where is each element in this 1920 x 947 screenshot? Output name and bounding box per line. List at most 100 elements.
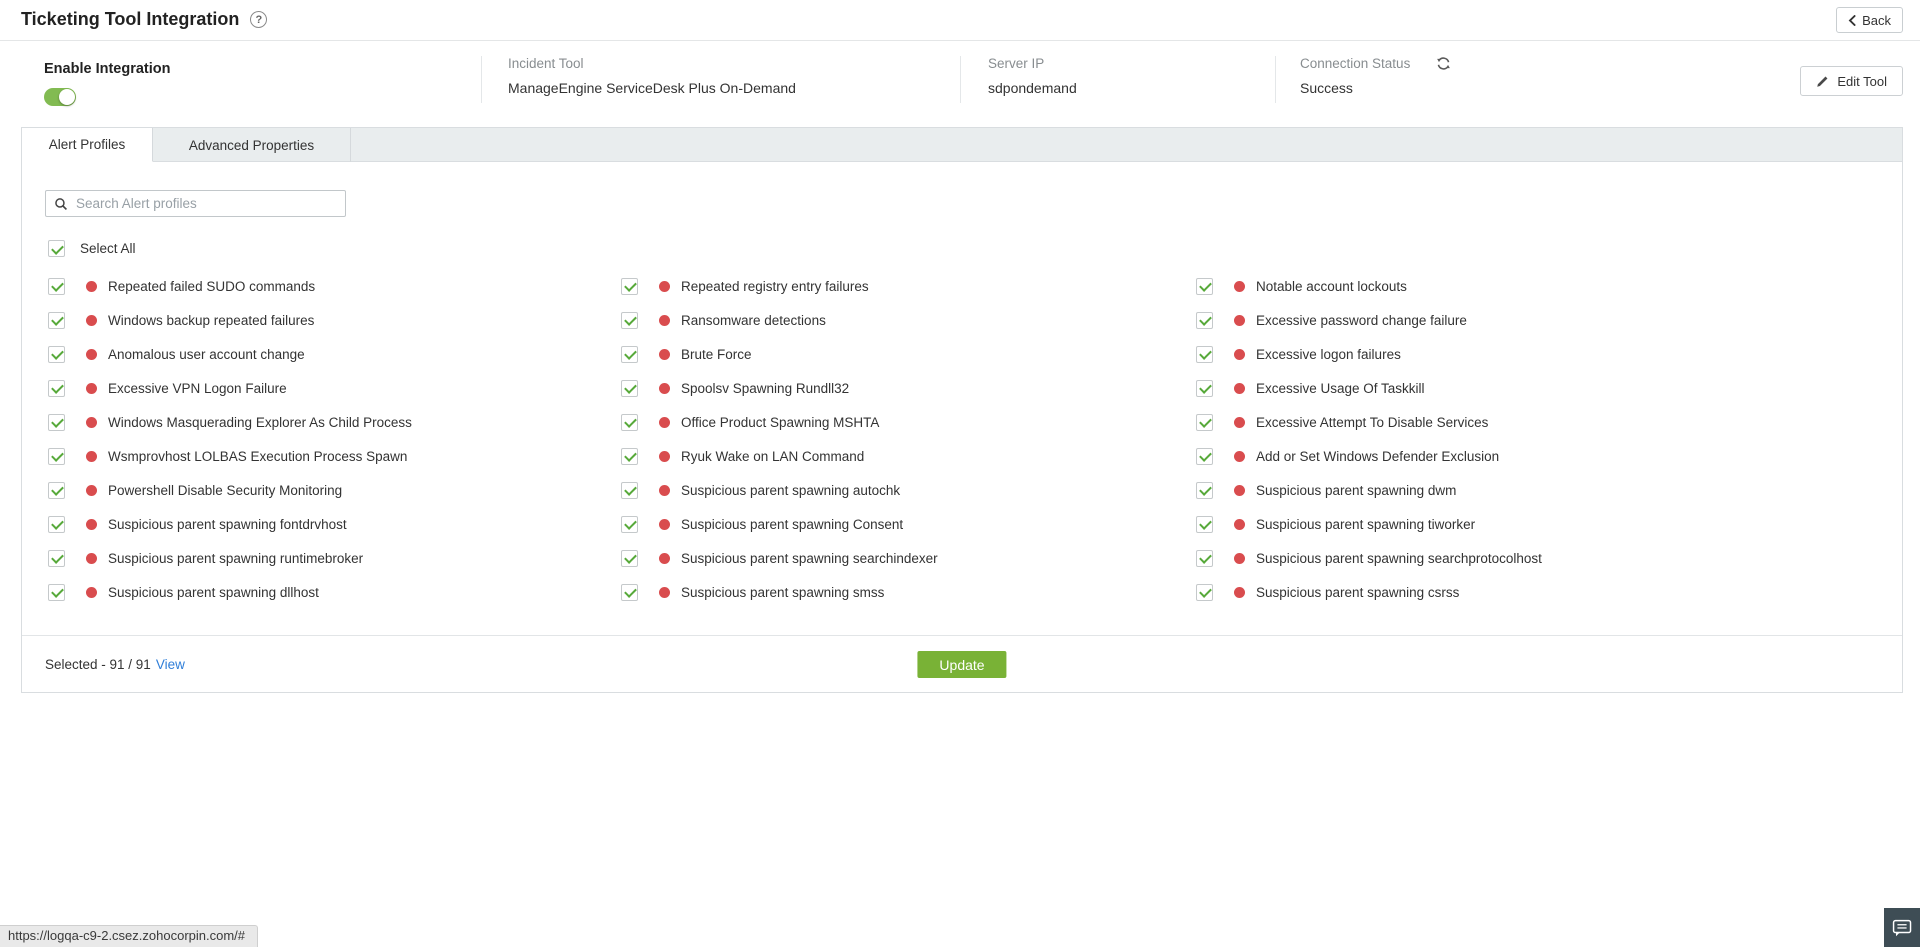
profile-label: Suspicious parent spawning dwm	[1256, 482, 1457, 498]
profile-checkbox[interactable]	[48, 481, 65, 499]
selected-count-value: Selected - 91 / 91	[45, 657, 151, 672]
alert-profile-row: Excessive password change failure	[1196, 303, 1542, 337]
severity-dot-icon	[1234, 518, 1245, 530]
enable-integration-label: Enable Integration	[44, 61, 171, 77]
alert-profile-row: Office Product Spawning MSHTA	[621, 405, 938, 439]
profile-checkbox[interactable]	[621, 379, 638, 397]
refresh-icon[interactable]	[1436, 56, 1451, 71]
profile-label: Suspicious parent spawning Consent	[681, 516, 904, 532]
profile-checkbox[interactable]	[1196, 277, 1213, 295]
profile-label: Office Product Spawning MSHTA	[681, 414, 880, 430]
profile-checkbox[interactable]	[1196, 311, 1213, 329]
profile-checkbox[interactable]	[621, 583, 638, 601]
profile-checkbox[interactable]	[48, 345, 65, 363]
update-button[interactable]: Update	[917, 651, 1007, 678]
profile-checkbox[interactable]	[621, 277, 638, 295]
profile-label: Powershell Disable Security Monitoring	[108, 482, 343, 498]
edit-tool-button[interactable]: Edit Tool	[1800, 66, 1903, 96]
pencil-icon	[1816, 75, 1829, 88]
severity-dot-icon	[86, 484, 97, 496]
profile-checkbox[interactable]	[48, 413, 65, 431]
enable-integration-block: Enable Integration	[44, 61, 171, 106]
incident-tool-value: ManageEngine ServiceDesk Plus On-Demand	[508, 80, 796, 96]
profile-checkbox[interactable]	[1196, 447, 1213, 465]
severity-dot-icon	[659, 314, 670, 326]
profile-label: Repeated failed SUDO commands	[108, 278, 316, 294]
help-icon[interactable]: ?	[250, 11, 268, 28]
view-link[interactable]: View	[155, 657, 185, 672]
profile-checkbox[interactable]	[621, 311, 638, 329]
profile-checkbox[interactable]	[621, 515, 638, 533]
selected-count-text: Selected - 91 / 91 View	[45, 657, 185, 672]
profile-checkbox[interactable]	[1196, 515, 1213, 533]
enable-integration-toggle[interactable]	[44, 88, 76, 106]
back-button[interactable]: Back	[1836, 7, 1903, 33]
profile-checkbox[interactable]	[621, 549, 638, 567]
profile-label: Ransomware detections	[681, 312, 826, 328]
page-header: Ticketing Tool Integration ? Back	[0, 0, 1920, 41]
select-all-row: Select All	[48, 240, 136, 257]
search-box	[45, 190, 346, 217]
select-all-checkbox[interactable]	[48, 240, 65, 257]
profile-checkbox[interactable]	[1196, 549, 1213, 567]
profile-checkbox[interactable]	[621, 447, 638, 465]
vertical-divider	[481, 56, 482, 103]
severity-dot-icon	[86, 314, 97, 326]
profile-label: Suspicious parent spawning searchprotoco…	[1256, 550, 1542, 566]
server-ip-field: Server IP sdpondemand	[988, 56, 1077, 96]
profile-label: Brute Force	[681, 346, 752, 362]
profile-checkbox[interactable]	[48, 515, 65, 533]
chat-widget-button[interactable]	[1884, 908, 1920, 947]
severity-dot-icon	[86, 450, 97, 462]
vertical-divider	[960, 56, 961, 103]
alert-profile-row: Repeated failed SUDO commands	[48, 269, 412, 303]
profile-checkbox[interactable]	[48, 277, 65, 295]
profile-label: Spoolsv Spawning Rundll32	[681, 380, 850, 396]
profile-checkbox[interactable]	[1196, 379, 1213, 397]
profile-label: Anomalous user account change	[108, 346, 305, 362]
page-title: Ticketing Tool Integration	[21, 9, 240, 29]
tab-bar: Alert Profiles Advanced Properties	[22, 128, 1902, 162]
profile-checkbox[interactable]	[621, 481, 638, 499]
profile-label: Windows Masquerading Explorer As Child P…	[108, 414, 412, 430]
profile-checkbox[interactable]	[621, 413, 638, 431]
profile-checkbox[interactable]	[1196, 345, 1213, 363]
severity-dot-icon	[659, 348, 670, 360]
profile-checkbox[interactable]	[1196, 481, 1213, 499]
alert-profile-row: Wsmprovhost LOLBAS Execution Process Spa…	[48, 439, 412, 473]
tab-alert-profiles[interactable]: Alert Profiles	[22, 128, 153, 162]
severity-dot-icon	[1234, 416, 1245, 428]
severity-dot-icon	[659, 552, 670, 564]
incident-tool-label: Incident Tool	[508, 56, 584, 71]
server-ip-label: Server IP	[988, 56, 1045, 71]
profile-checkbox[interactable]	[1196, 583, 1213, 601]
panel-footer: Selected - 91 / 91 View Update	[22, 635, 1902, 692]
profile-checkbox[interactable]	[48, 447, 65, 465]
profile-label: Suspicious parent spawning tiworker	[1256, 516, 1476, 532]
alert-profile-row: Notable account lockouts	[1196, 269, 1542, 303]
alert-profile-row: Brute Force	[621, 337, 938, 371]
severity-dot-icon	[1234, 552, 1245, 564]
search-input[interactable]	[76, 196, 337, 211]
profile-label: Notable account lockouts	[1256, 278, 1407, 294]
profile-checkbox[interactable]	[48, 379, 65, 397]
profile-checkbox[interactable]	[48, 311, 65, 329]
profile-checkbox[interactable]	[48, 583, 65, 601]
alert-profile-row: Ransomware detections	[621, 303, 938, 337]
alert-profiles-panel: Alert Profiles Advanced Properties Selec…	[21, 127, 1903, 693]
profile-checkbox[interactable]	[48, 549, 65, 567]
tab-advanced-properties[interactable]: Advanced Properties	[153, 128, 351, 162]
alert-profile-row: Anomalous user account change	[48, 337, 412, 371]
severity-dot-icon	[1234, 348, 1245, 360]
profile-checkbox[interactable]	[1196, 413, 1213, 431]
severity-dot-icon	[86, 518, 97, 530]
profile-label: Wsmprovhost LOLBAS Execution Process Spa…	[108, 448, 408, 464]
profile-label: Suspicious parent spawning autochk	[681, 482, 901, 498]
profile-checkbox[interactable]	[621, 345, 638, 363]
chevron-left-icon	[1848, 14, 1856, 26]
alert-profile-row: Add or Set Windows Defender Exclusion	[1196, 439, 1542, 473]
header-title-group: Ticketing Tool Integration ?	[0, 0, 1920, 30]
connection-status-field: Connection Status Success	[1300, 56, 1451, 96]
profile-label: Suspicious parent spawning csrss	[1256, 584, 1460, 600]
